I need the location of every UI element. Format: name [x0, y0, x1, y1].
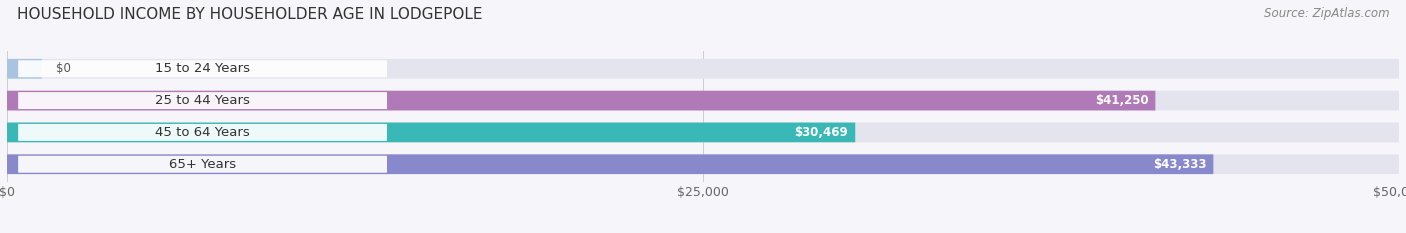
FancyBboxPatch shape	[7, 91, 1399, 110]
FancyBboxPatch shape	[7, 91, 1156, 110]
Text: 45 to 64 Years: 45 to 64 Years	[155, 126, 250, 139]
Text: 15 to 24 Years: 15 to 24 Years	[155, 62, 250, 75]
Text: 25 to 44 Years: 25 to 44 Years	[155, 94, 250, 107]
FancyBboxPatch shape	[7, 123, 1399, 142]
Text: Source: ZipAtlas.com: Source: ZipAtlas.com	[1264, 7, 1389, 20]
FancyBboxPatch shape	[18, 60, 387, 77]
FancyBboxPatch shape	[18, 156, 387, 173]
Text: $43,333: $43,333	[1153, 158, 1206, 171]
Text: 65+ Years: 65+ Years	[169, 158, 236, 171]
FancyBboxPatch shape	[7, 123, 855, 142]
FancyBboxPatch shape	[7, 154, 1213, 174]
Text: $0: $0	[56, 62, 70, 75]
FancyBboxPatch shape	[18, 124, 387, 141]
FancyBboxPatch shape	[18, 92, 387, 109]
FancyBboxPatch shape	[7, 59, 1399, 79]
Text: $30,469: $30,469	[794, 126, 848, 139]
FancyBboxPatch shape	[7, 154, 1399, 174]
FancyBboxPatch shape	[7, 59, 42, 79]
Text: $41,250: $41,250	[1095, 94, 1149, 107]
Text: HOUSEHOLD INCOME BY HOUSEHOLDER AGE IN LODGEPOLE: HOUSEHOLD INCOME BY HOUSEHOLDER AGE IN L…	[17, 7, 482, 22]
